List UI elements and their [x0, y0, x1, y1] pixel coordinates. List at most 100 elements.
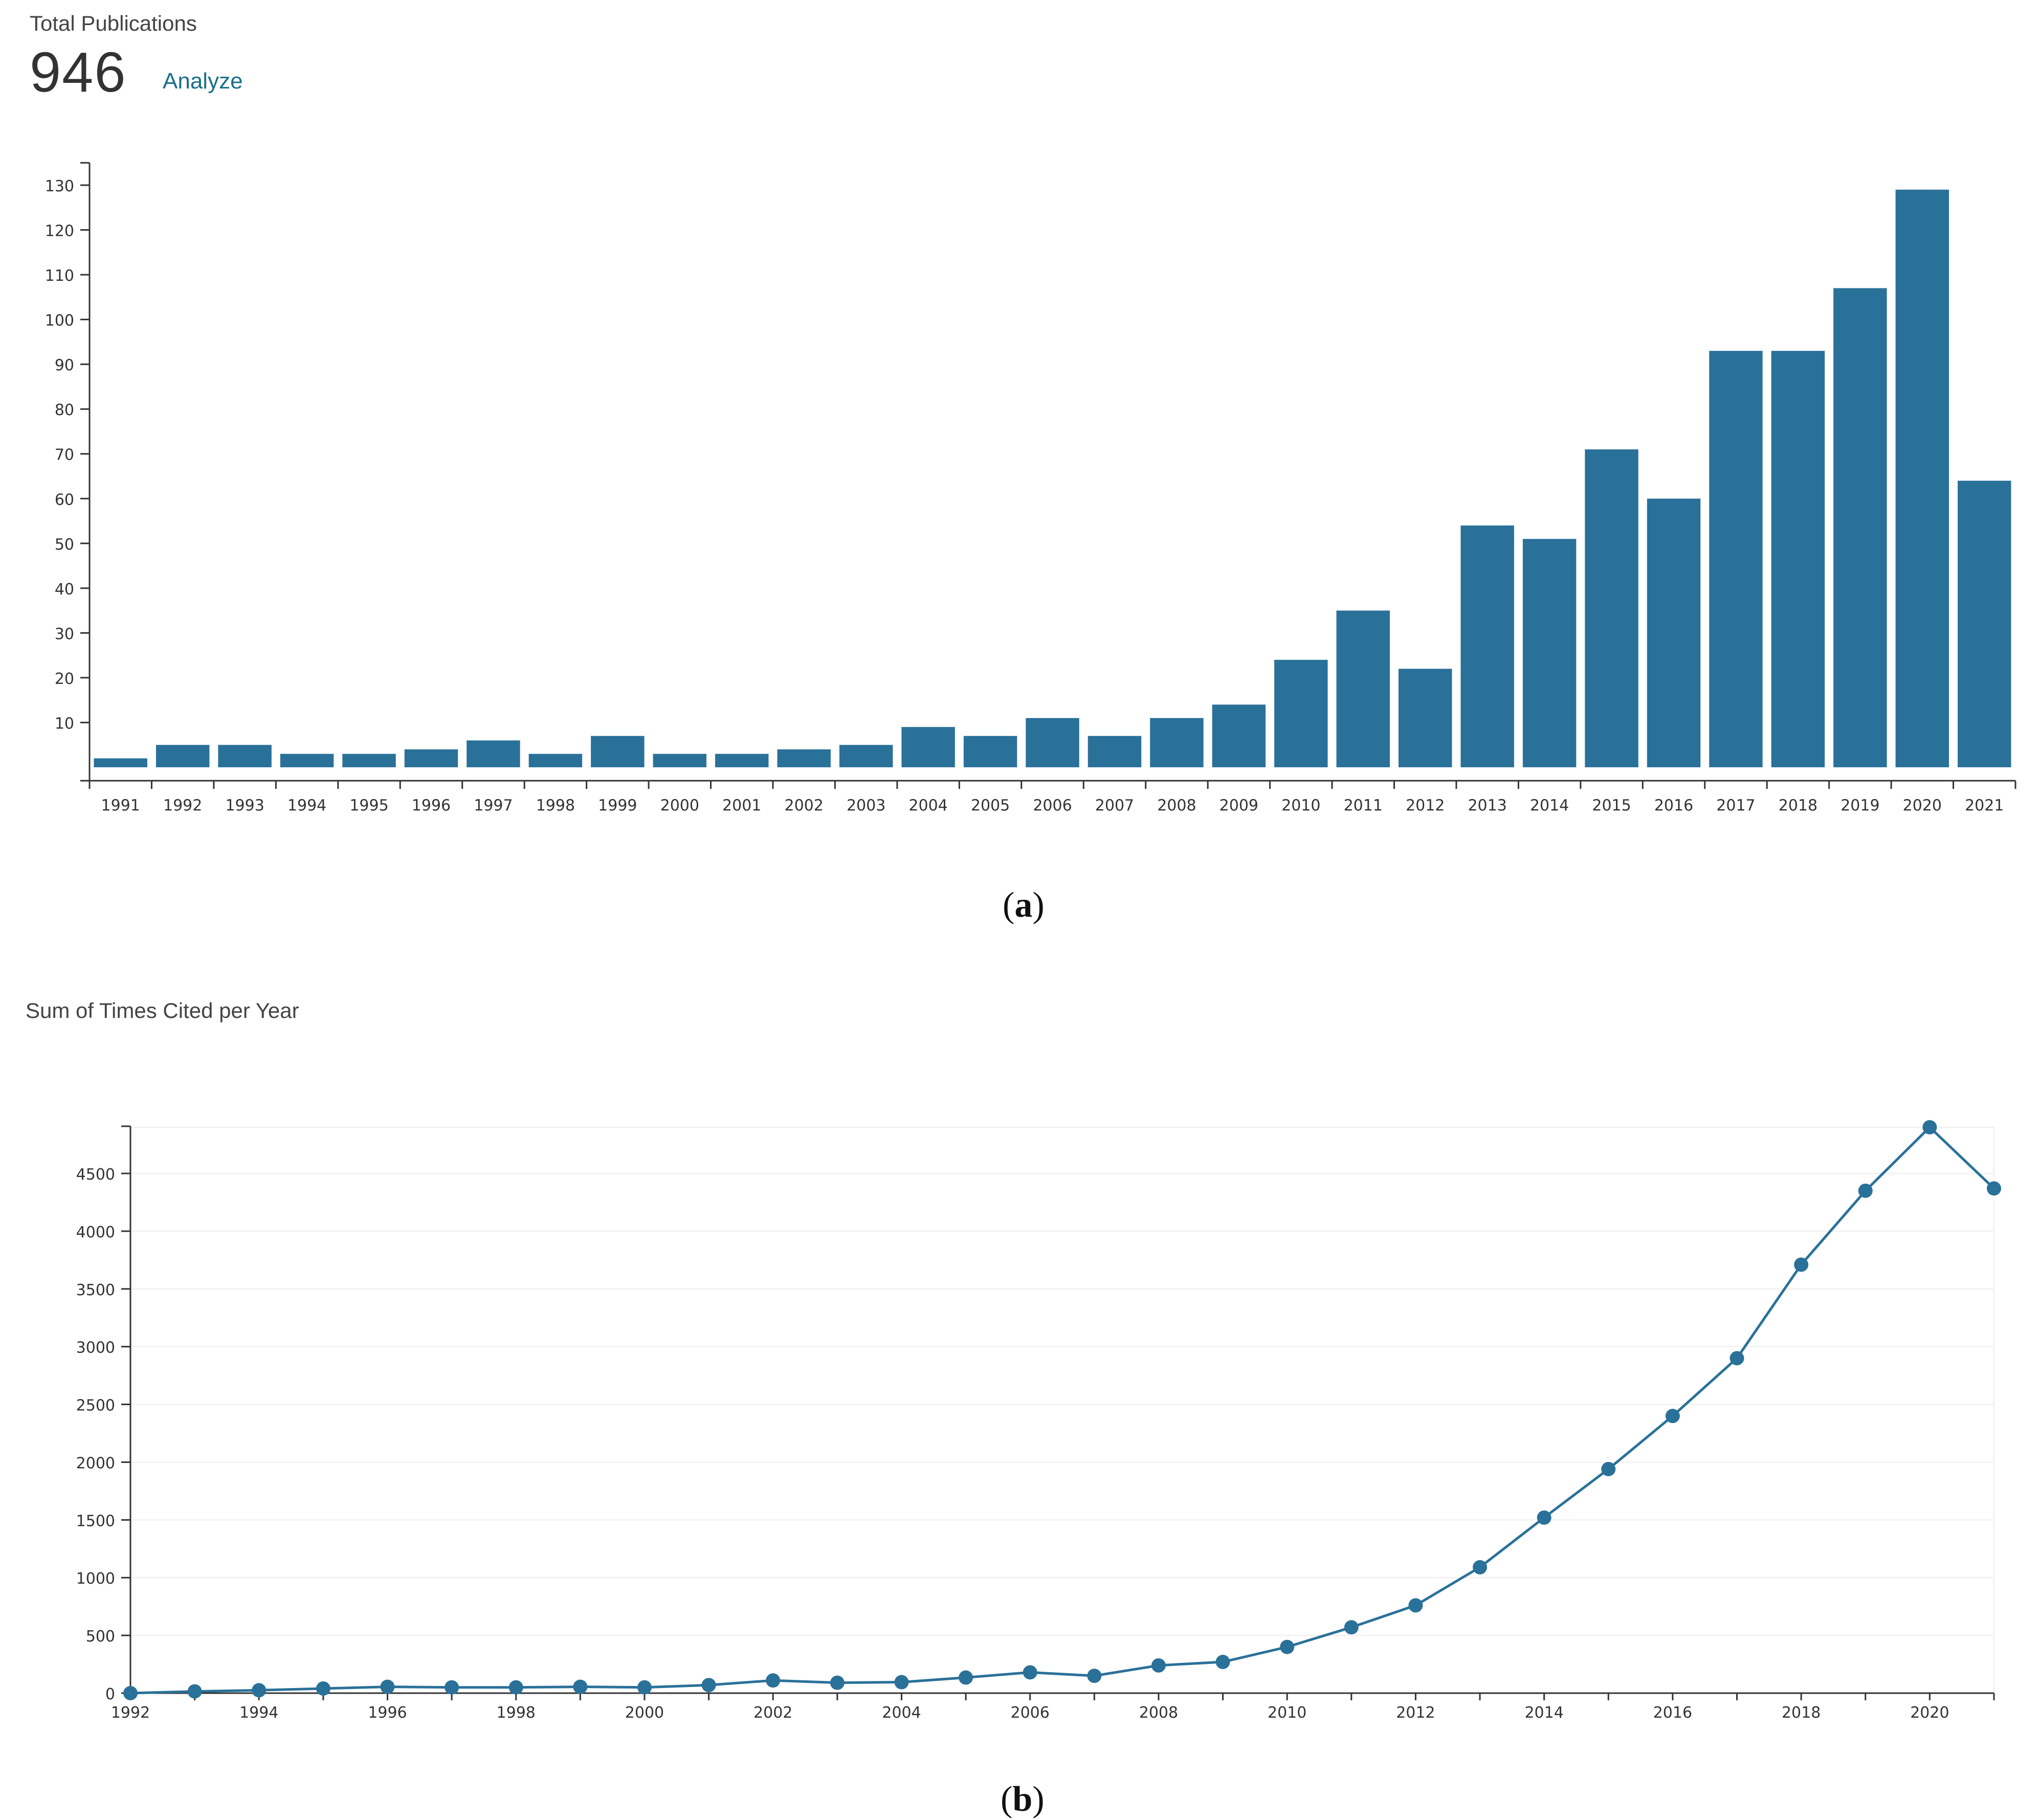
bar-x-tick-label: 1996 — [412, 796, 451, 814]
bar-y-tick-label: 120 — [45, 223, 74, 240]
line-x-tick-label: 2004 — [882, 1704, 921, 1722]
point-2014 — [1537, 1510, 1551, 1525]
bar-2018 — [1771, 350, 1825, 767]
bar-y-tick-label: 90 — [55, 357, 74, 374]
line-x-tick-label: 2012 — [1396, 1704, 1435, 1722]
bar-2007 — [1088, 736, 1142, 767]
bar-2011 — [1336, 610, 1390, 767]
bar-x-tick-label: 2011 — [1344, 796, 1383, 814]
point-2008 — [1151, 1658, 1166, 1673]
point-2015 — [1601, 1461, 1616, 1476]
analyze-link[interactable]: Analyze — [163, 69, 243, 94]
total-publications-value: 946 — [30, 41, 127, 104]
bar-1999 — [591, 736, 645, 767]
bar-y-tick-label: 20 — [55, 670, 74, 688]
line-x-tick-label: 1998 — [497, 1704, 536, 1722]
bar-x-tick-label: 2008 — [1157, 796, 1196, 814]
point-2000 — [637, 1680, 652, 1695]
point-2005 — [959, 1670, 973, 1685]
bar-x-tick-label: 2013 — [1468, 796, 1506, 814]
bar-2001 — [715, 753, 769, 767]
point-2011 — [1344, 1620, 1359, 1635]
bar-x-tick-label: 2017 — [1716, 796, 1755, 814]
bar-y-tick-label: 60 — [55, 491, 74, 509]
bar-x-tick-label: 2010 — [1281, 796, 1320, 814]
bar-x-tick-label: 1998 — [536, 796, 575, 814]
bar-y-tick-label: 110 — [45, 267, 74, 285]
point-2007 — [1087, 1669, 1102, 1683]
point-2019 — [1858, 1183, 1873, 1198]
bar-y-tick-label: 40 — [55, 581, 74, 598]
point-1994 — [252, 1683, 267, 1698]
bar-2015 — [1585, 449, 1638, 767]
point-1992 — [123, 1686, 138, 1700]
line-x-tick-label: 2014 — [1524, 1704, 1563, 1722]
line-x-tick-label: 1992 — [111, 1704, 150, 1722]
bar-2016 — [1647, 498, 1701, 767]
bar-2021 — [1958, 480, 2011, 767]
bar-x-tick-label: 2019 — [1841, 796, 1879, 814]
bar-1996 — [404, 749, 458, 767]
point-2003 — [830, 1675, 845, 1690]
bar-x-tick-label: 1999 — [598, 796, 637, 814]
bar-x-tick-label: 2012 — [1406, 796, 1445, 814]
line-x-tick-label: 2008 — [1139, 1704, 1178, 1722]
bar-x-tick-label: 2020 — [1903, 796, 1942, 814]
bar-x-tick-label: 2005 — [971, 796, 1010, 814]
point-2009 — [1215, 1655, 1230, 1670]
bar-x-tick-label: 2001 — [722, 796, 761, 814]
line-x-tick-label: 2020 — [1910, 1704, 1949, 1722]
bar-x-tick-label: 2021 — [1965, 796, 2004, 814]
bar-x-tick-label: 2006 — [1033, 796, 1072, 814]
bar-x-tick-label: 1997 — [474, 796, 513, 814]
bar-x-tick-label: 2009 — [1219, 796, 1258, 814]
bar-2014 — [1522, 539, 1577, 767]
bar-y-tick-label: 130 — [45, 177, 74, 195]
bar-2005 — [963, 736, 1017, 767]
caption-b-letter: b — [1012, 1780, 1033, 1819]
bar-x-tick-label: 1991 — [101, 796, 140, 814]
point-1995 — [316, 1681, 330, 1696]
caption-a: (a) — [1003, 885, 1045, 925]
point-2017 — [1729, 1351, 1744, 1366]
line-y-tick-label: 2500 — [76, 1397, 115, 1415]
bar-2012 — [1398, 669, 1452, 767]
line-y-tick-label: 4000 — [76, 1224, 115, 1241]
line-y-tick-label: 4500 — [76, 1166, 115, 1184]
line-x-tick-label: 1996 — [368, 1704, 407, 1722]
times-cited-series-line — [130, 1126, 1995, 1695]
line-x-tick-label: 2006 — [1011, 1704, 1050, 1722]
point-2018 — [1794, 1257, 1809, 1272]
bar-1991 — [94, 758, 147, 767]
point-1996 — [380, 1679, 395, 1694]
caption-b: (b) — [1001, 1780, 1045, 1819]
bar-y-tick-label: 80 — [55, 402, 74, 419]
total-publications-label: Total Publications — [30, 11, 197, 35]
line-x-tick-label: 2018 — [1782, 1704, 1821, 1722]
bar-x-tick-label: 2002 — [785, 796, 824, 814]
point-2006 — [1023, 1665, 1037, 1680]
bar-2019 — [1833, 288, 1887, 767]
point-2012 — [1408, 1598, 1423, 1613]
point-1997 — [445, 1680, 459, 1695]
bar-x-tick-label: 1994 — [287, 796, 326, 814]
line-x-tick-label: 2002 — [753, 1704, 792, 1722]
bar-x-tick-label: 2007 — [1095, 796, 1134, 814]
bar-x-tick-label: 2003 — [847, 796, 885, 814]
line-y-tick-label: 1500 — [76, 1512, 115, 1530]
bar-2006 — [1026, 718, 1079, 767]
point-1993 — [187, 1684, 202, 1699]
point-2010 — [1280, 1639, 1295, 1654]
times-cited-line-chart: 0 500 1000 1500 2000 2500 3000 3500 4000 4500 1992… — [76, 1120, 2001, 1722]
point-2001 — [701, 1678, 716, 1693]
bar-x-tick-label: 2015 — [1592, 796, 1631, 814]
line-y-tick-label: 0 — [105, 1685, 115, 1703]
bar-x-tick-label: 1993 — [225, 796, 264, 814]
times-cited-title: Sum of Times Cited per Year — [26, 998, 299, 1023]
bar-2017 — [1709, 350, 1763, 767]
bar-2008 — [1150, 718, 1204, 767]
bar-1994 — [280, 753, 334, 767]
bar-x-tick-label: 1992 — [163, 796, 202, 814]
bar-x-tick-label: 1995 — [349, 796, 388, 814]
point-1998 — [508, 1680, 523, 1695]
